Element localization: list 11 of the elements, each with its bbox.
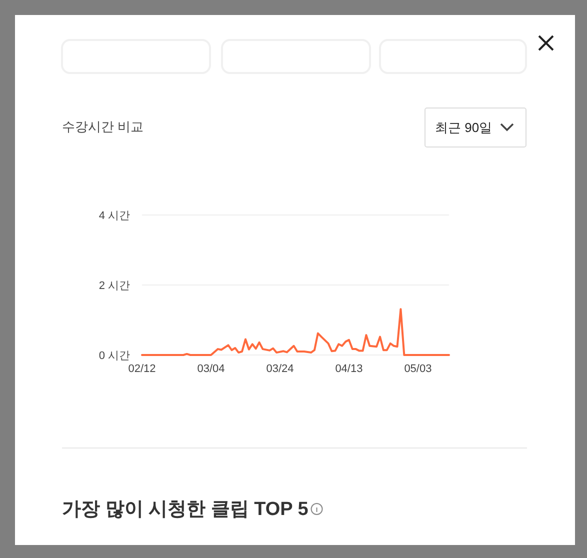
x-tick-label: 05/03 xyxy=(404,363,432,375)
y-tick-label: 2 시간 xyxy=(98,280,130,292)
chart-title: 수강시간 비교 xyxy=(62,119,144,134)
control-dropdown: 최근 90일 xyxy=(424,108,526,148)
y-tick-label: 4 시간 xyxy=(98,210,130,222)
x-tick-label: 04/13 xyxy=(335,363,363,375)
x-tick-label: 02/12 xyxy=(128,363,156,375)
x-tick-label: 03/04 xyxy=(197,363,225,375)
text: 가장 많이 시청한 클립 TOP 5 xyxy=(62,499,309,520)
x-tick-label: 03/24 xyxy=(266,363,294,375)
y-tick-label: 0 시간 xyxy=(98,350,130,362)
